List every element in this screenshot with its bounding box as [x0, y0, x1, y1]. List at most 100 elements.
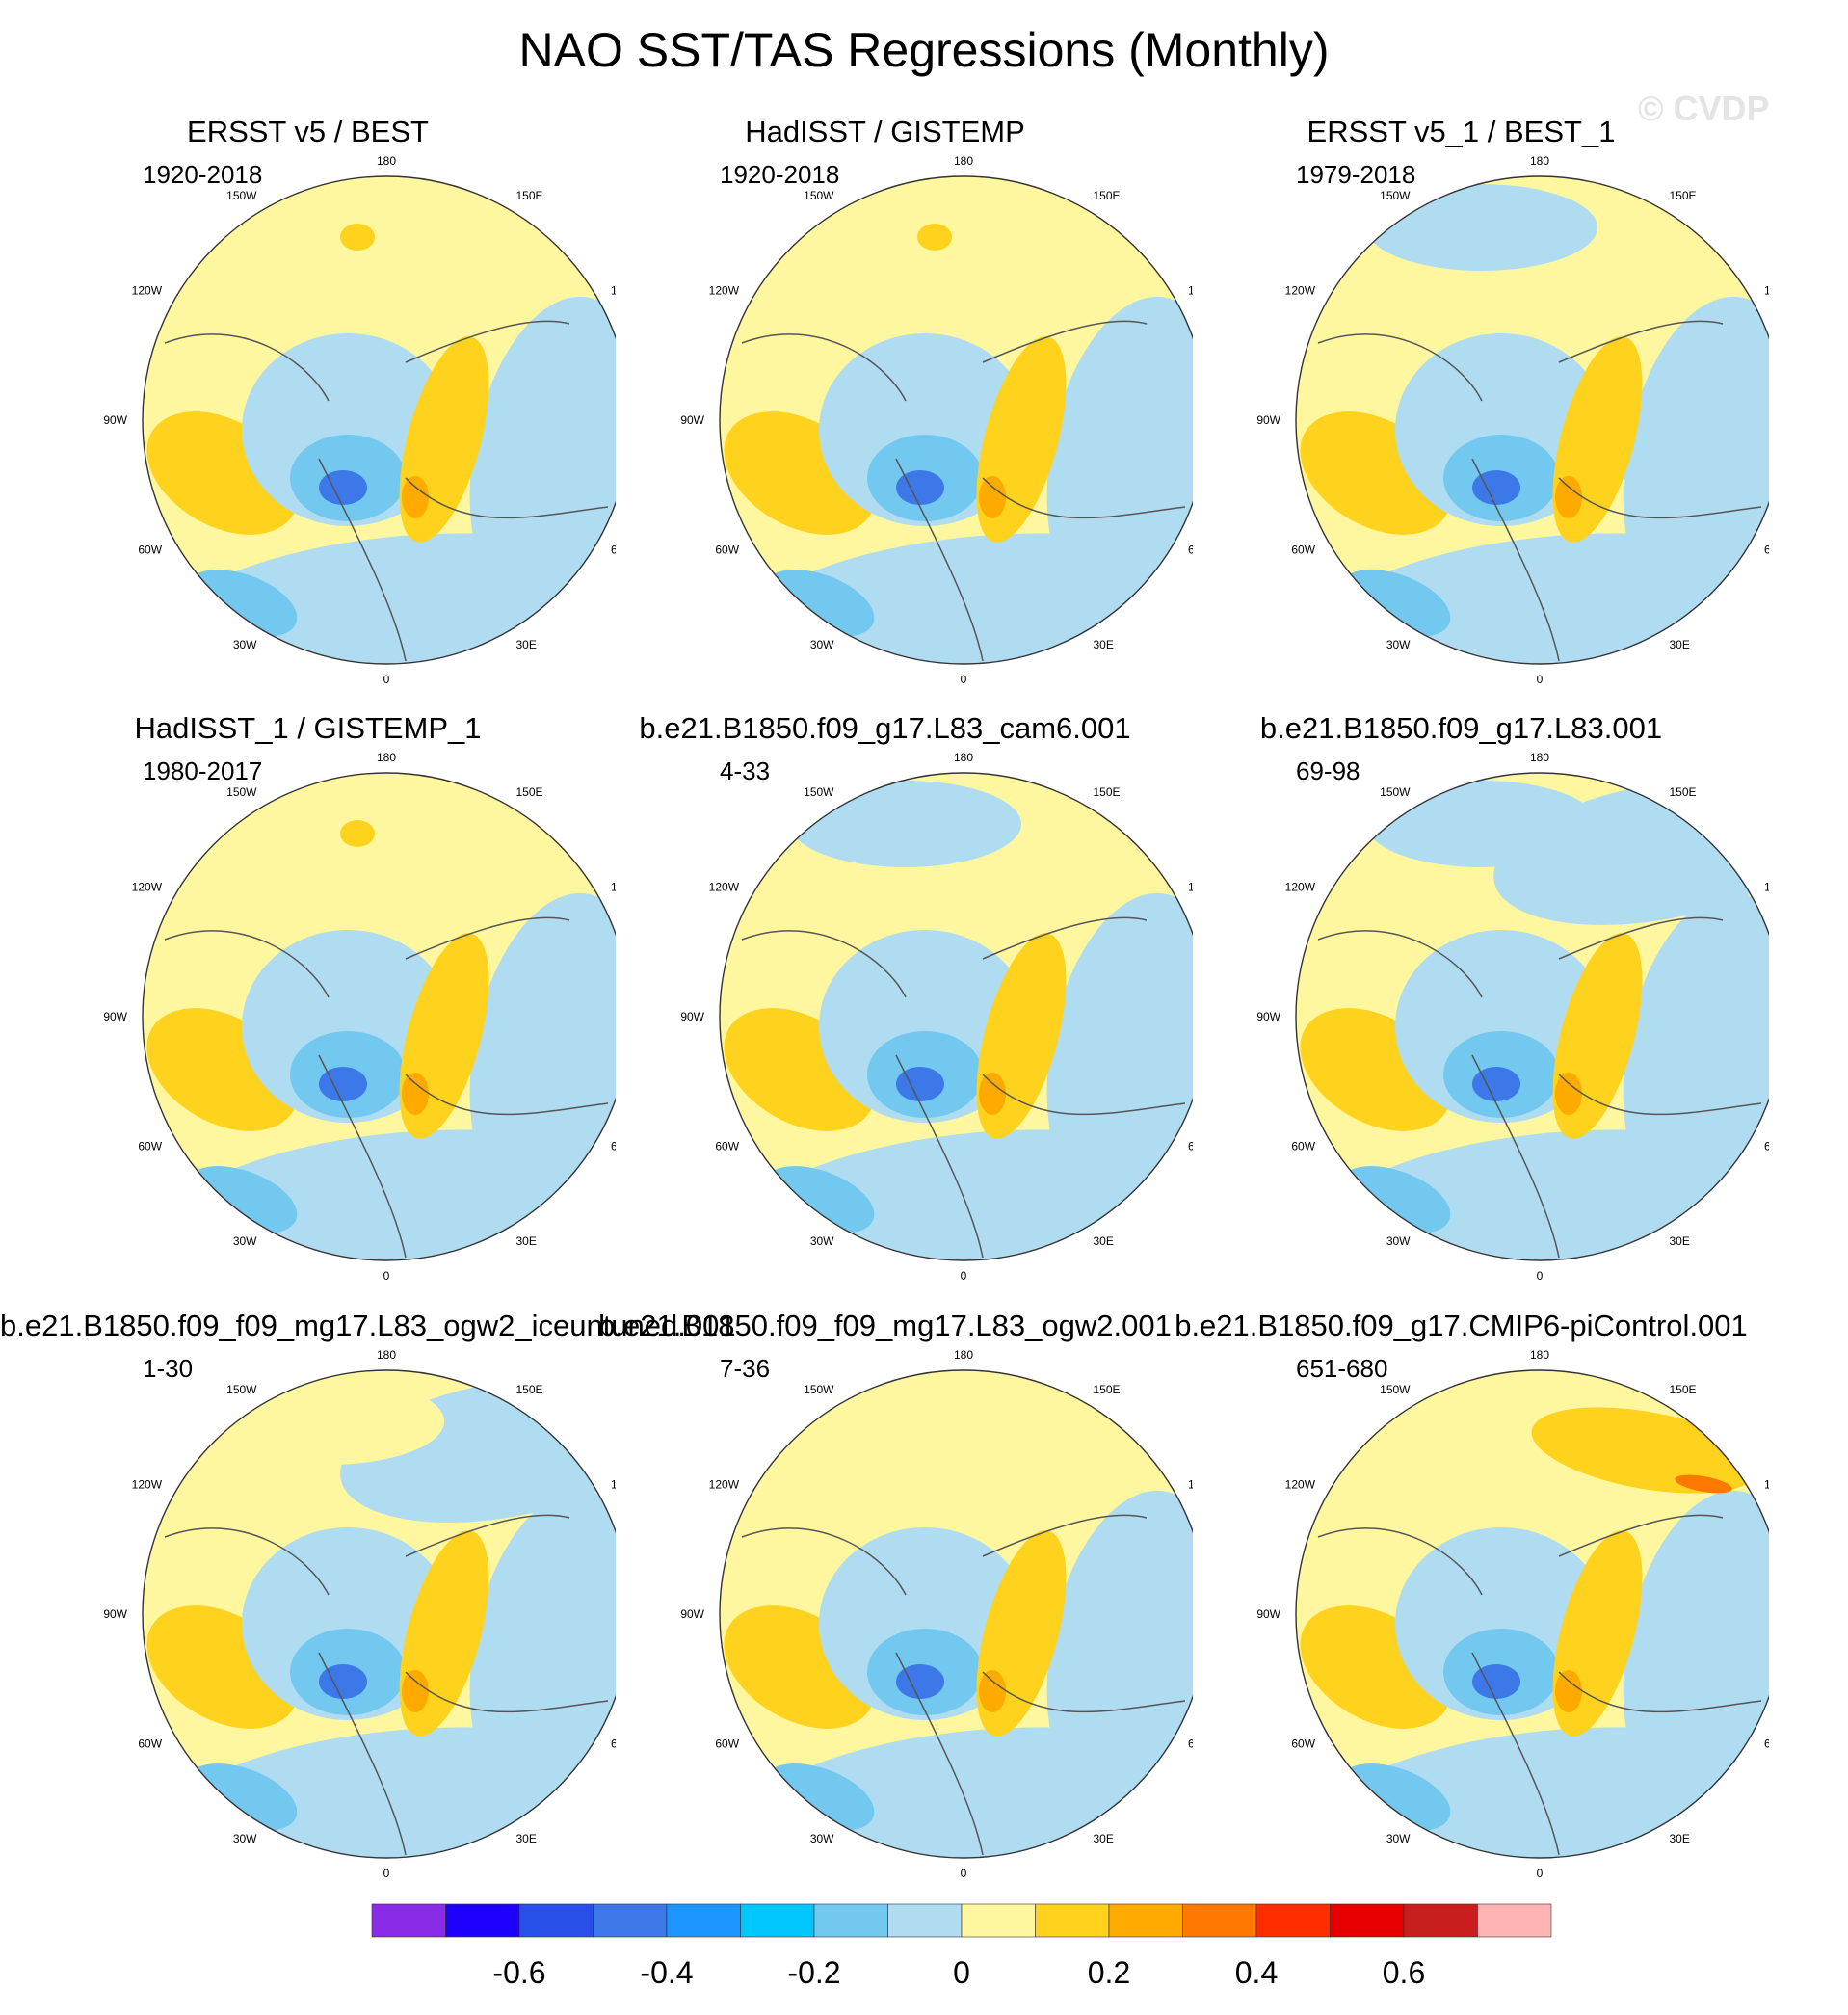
colorbar-tick-label: 0.4 — [1235, 1955, 1278, 1990]
lon-label: 120W — [1285, 284, 1316, 298]
lon-label: 90W — [103, 1607, 127, 1621]
lon-label: 120W — [1285, 881, 1316, 894]
map-boundary — [719, 1369, 1193, 1859]
map-boundary — [1295, 772, 1769, 1261]
polar-map: 180150E120E90E60E30E030W60W90W120W150W — [680, 154, 1193, 686]
labrador-core — [1472, 470, 1520, 505]
lon-label: 120E — [1188, 284, 1193, 298]
lon-label: 60W — [1291, 544, 1315, 557]
colorbar-swatch — [961, 1903, 1036, 1938]
colorbar-swatch — [1255, 1903, 1331, 1938]
colorbar-swatch — [518, 1903, 594, 1938]
pacific-core — [1675, 1474, 1732, 1494]
lon-label: 120W — [132, 284, 163, 298]
lon-label: 60E — [1188, 1140, 1193, 1153]
colorbar-swatch — [740, 1903, 815, 1938]
lon-label: 90W — [680, 413, 704, 427]
coastline — [741, 1514, 1186, 1856]
map-boundary — [719, 175, 1193, 665]
lon-label: 120E — [611, 881, 616, 894]
lon-label: 150W — [226, 785, 257, 799]
lon-label: 0 — [961, 1867, 967, 1880]
map-panel-5: 180150E120E90E60E30E030W60W90W120W150Wb.… — [577, 710, 1193, 1308]
map-boundary — [719, 772, 1193, 1261]
scandinavia-pos — [402, 1670, 429, 1712]
map-panel-3: 180150E120E90E60E30E030W60W90W120W150WER… — [1153, 114, 1769, 711]
lon-label: 180 — [1530, 751, 1549, 764]
colorbar-tick-label: 0 — [953, 1955, 970, 1990]
lon-label: 60E — [1188, 544, 1193, 557]
lon-label: 60E — [1764, 1140, 1769, 1153]
colorbar-swatch — [666, 1903, 741, 1938]
lon-label: 120E — [1764, 1478, 1769, 1492]
panel-title: b.e21.B1850.f09_g17.L83.001 — [1259, 711, 1663, 745]
lon-label: 30W — [233, 1832, 257, 1845]
lon-label: 0 — [1537, 673, 1544, 686]
colorbar-swatch — [371, 1903, 446, 1938]
map-boundary — [142, 772, 616, 1261]
lon-label: 30E — [1094, 1832, 1114, 1845]
lon-label: 180 — [954, 154, 973, 168]
labrador-core — [319, 1067, 367, 1101]
lon-label: 150E — [1094, 1383, 1121, 1396]
lon-label: 90W — [1256, 1607, 1280, 1621]
lon-label: 30W — [1386, 1234, 1411, 1248]
lon-label: 150E — [1670, 1383, 1697, 1396]
lon-label: 60W — [138, 544, 162, 557]
lon-label: 60W — [715, 1737, 739, 1751]
scandinavia-pos — [979, 476, 1006, 518]
lon-label: 60W — [138, 1140, 162, 1153]
polar-map: 180150E120E90E60E30E030W60W90W120W150W — [103, 751, 616, 1283]
labrador-core — [896, 1664, 944, 1699]
scandinavia-pos — [979, 1073, 1006, 1115]
panel-years: 1920-2018 — [720, 160, 840, 189]
polar-map: 180150E120E90E60E30E030W60W90W120W150W — [1256, 154, 1769, 686]
coastline — [164, 320, 609, 662]
lon-label: 180 — [377, 1348, 396, 1362]
labrador-core — [1472, 1664, 1520, 1699]
colorbar-tick-label: 0.2 — [1088, 1955, 1130, 1990]
lon-label: 120E — [1764, 881, 1769, 894]
lon-label: 60W — [1291, 1140, 1315, 1153]
lon-label: 60E — [611, 1737, 616, 1751]
lon-label: 30E — [516, 1234, 537, 1248]
lon-label: 30W — [810, 638, 834, 651]
lon-label: 60E — [1764, 544, 1769, 557]
lon-label: 30E — [1670, 1832, 1690, 1845]
lon-label: 150W — [1380, 785, 1411, 799]
lon-label: 180 — [1530, 154, 1549, 168]
lon-label: 0 — [383, 673, 390, 686]
scandinavia-pos — [1555, 476, 1582, 518]
polar-map: 180150E120E90E60E30E030W60W90W120W150W — [680, 1348, 1193, 1880]
colorbar-swatch — [1330, 1903, 1405, 1938]
coastline — [164, 916, 609, 1259]
lon-label: 30E — [1670, 638, 1690, 651]
lon-label: 150E — [1670, 785, 1697, 799]
panel-years: 1920-2018 — [143, 160, 263, 189]
scandinavia-pos — [402, 476, 429, 518]
lon-label: 60E — [611, 544, 616, 557]
map-boundary — [1295, 1369, 1769, 1859]
map-panel-6: 180150E120E90E60E30E030W60W90W120W150Wb.… — [1153, 710, 1769, 1308]
lon-label: 120W — [709, 1478, 740, 1492]
colorbar-swatch — [593, 1903, 668, 1938]
panel-years: 1979-2018 — [1296, 160, 1416, 189]
lon-label: 150E — [516, 1383, 543, 1396]
scandinavia-pos — [979, 1670, 1006, 1712]
lon-label: 30E — [516, 1832, 537, 1845]
panel-title: ERSST v5_1 / BEST_1 — [1307, 115, 1616, 148]
labrador-core — [1472, 1067, 1520, 1101]
colorbar-tick-label: 0.6 — [1383, 1955, 1425, 1990]
scandinavia-pos — [1555, 1073, 1582, 1115]
lon-label: 0 — [383, 1867, 390, 1880]
map-panel-8: 180150E120E90E60E30E030W60W90W120W150Wb.… — [577, 1308, 1193, 1905]
cvdp-watermark: © CVDP — [1638, 89, 1770, 128]
colorbar-swatch — [1108, 1903, 1183, 1938]
lon-label: 150W — [804, 1383, 834, 1396]
lon-label: 120E — [611, 284, 616, 298]
lon-label: 90W — [103, 413, 127, 427]
colorbar-swatch — [445, 1903, 520, 1938]
lon-label: 150W — [804, 785, 834, 799]
lon-label: 60E — [611, 1140, 616, 1153]
lon-label: 60E — [1764, 1737, 1769, 1751]
